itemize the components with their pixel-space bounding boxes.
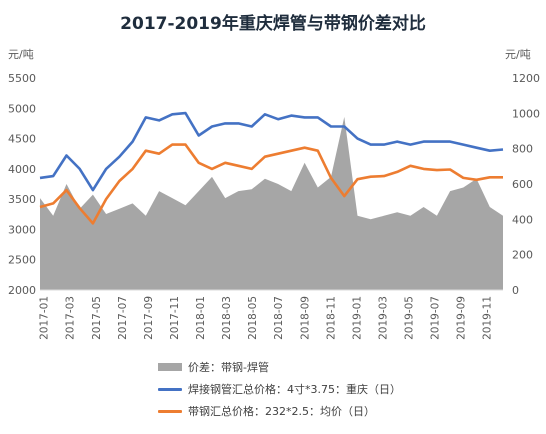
legend-label-spread: 价差：带钢-焊管 [188, 361, 269, 374]
legend-label-strip-steel: 带钢汇总价格：232*2.5：均价（日） [188, 405, 375, 418]
y-left-tick-label: 5000 [8, 102, 36, 115]
legend-item-strip-steel: 带钢汇总价格：232*2.5：均价（日） [158, 400, 401, 422]
x-tick-label: 2018-09 [299, 296, 311, 340]
line-series-welded-pipe [39, 111, 504, 192]
x-tick-label: 2017-03 [65, 296, 77, 340]
legend: 价差：带钢-焊管 焊接钢管汇总价格：4寸*3.75：重庆（日） 带钢汇总价格：2… [158, 356, 401, 422]
x-tick-label: 2018-05 [247, 296, 259, 340]
y-left-tick-label: 2500 [8, 254, 36, 267]
line-series-strip-steel [39, 143, 503, 225]
y-left-tick-label: 3000 [8, 223, 36, 236]
x-tick-label: 2019-01 [351, 296, 363, 340]
y-left-tick-label: 4000 [8, 163, 36, 176]
area-series-spread [40, 116, 503, 291]
x-tick-label: 2018-01 [195, 296, 207, 340]
x-tick-label: 2019-11 [482, 296, 494, 340]
x-tick-label: 2017-09 [143, 296, 155, 340]
y-right-tick-label: 800 [512, 143, 533, 156]
x-tick-label: 2017-05 [91, 296, 103, 340]
x-tick-label: 2017-11 [169, 296, 181, 340]
x-tick-label: 2019-07 [430, 296, 442, 340]
legend-item-spread: 价差：带钢-焊管 [158, 356, 401, 378]
right-axis-unit: 元/吨 [505, 48, 531, 61]
x-tick-label: 2019-09 [456, 296, 468, 340]
x-tick-label: 2017-01 [39, 296, 51, 340]
legend-swatch-spread [158, 363, 182, 371]
chart-title: 2017-2019年重庆焊管与带钢价差对比 [120, 14, 426, 34]
y-left-tick-label: 5500 [8, 72, 36, 85]
y-left-tick-label: 2000 [8, 284, 36, 297]
y-right-tick-label: 0 [512, 284, 519, 297]
x-tick-label: 2018-07 [273, 296, 285, 340]
legend-swatch-welded-pipe [158, 387, 182, 391]
left-axis-unit: 元/吨 [8, 48, 34, 61]
y-right-tick-label: 1200 [512, 72, 540, 85]
x-tick-label: 2017-07 [117, 296, 129, 340]
y-right-tick-label: 600 [512, 178, 533, 191]
y-left-tick-label: 3500 [8, 193, 36, 206]
legend-item-welded-pipe: 焊接钢管汇总价格：4寸*3.75：重庆（日） [158, 378, 401, 400]
y-right-tick-label: 400 [512, 213, 533, 226]
y-right-tick-label: 200 [512, 249, 533, 262]
y-left-tick-label: 4500 [8, 133, 36, 146]
legend-label-welded-pipe: 焊接钢管汇总价格：4寸*3.75：重庆（日） [188, 383, 401, 396]
legend-swatch-strip-steel [158, 409, 182, 413]
x-tick-label: 2018-03 [221, 296, 233, 340]
y-right-tick-label: 1000 [512, 107, 540, 120]
x-tick-label: 2018-11 [325, 296, 337, 340]
x-tick-label: 2019-03 [377, 296, 389, 340]
x-tick-label: 2019-05 [403, 296, 415, 340]
